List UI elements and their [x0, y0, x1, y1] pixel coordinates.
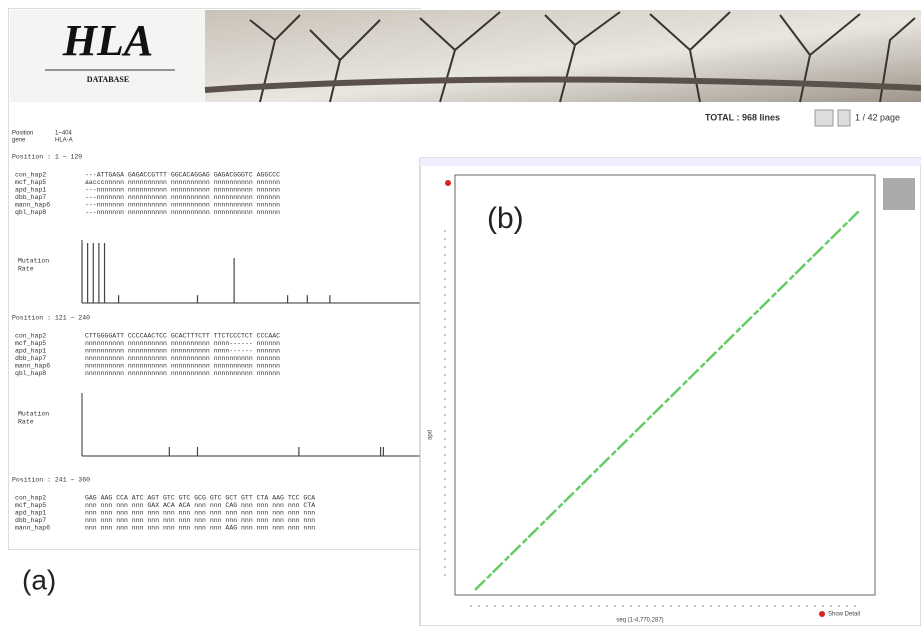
row-sequence: nnnnnnnnnn nnnnnnnnnn nnnnnnnnnn nnnnnnn…: [85, 355, 280, 362]
row-name: qbl_hap8: [15, 370, 46, 377]
row-name: mcf_hap5: [15, 340, 46, 347]
row-sequence: nnn nnn nnn nnn nnn nnn nnn nnn nnn nnn …: [85, 517, 315, 524]
row-name: con_hap2: [15, 333, 46, 340]
mutation-label: Mutation: [18, 411, 49, 418]
row-sequence: nnn nnn nnn nnn GAX ACA ACA nnn nnn CAG …: [85, 502, 315, 509]
row-sequence: nnn nnn nnn nnn nnn nnn nnn nnn nnn nnn …: [85, 510, 315, 517]
detail-dot[interactable]: [819, 611, 825, 617]
row-name: apd_hap1: [15, 510, 46, 517]
row-sequence: ---nnnnnnn nnnnnnnnnn nnnnnnnnnn nnnnnnn…: [85, 209, 280, 216]
row-sequence: CTTGGGGATT CCCCAACTCC GCACTTTCTT TTCTCCC…: [85, 333, 280, 340]
scroll-thumb[interactable]: [883, 178, 915, 210]
row-sequence: aacccnnnnn nnnnnnnnnn nnnnnnnnnn nnnnnnn…: [85, 179, 280, 186]
row-name: mann_hap6: [15, 202, 50, 209]
section-title: Position : 121 ~ 240: [12, 315, 90, 322]
panel-label: (a): [22, 564, 56, 595]
row-sequence: ---nnnnnnn nnnnnnnnnn nnnnnnnnnn nnnnnnn…: [85, 202, 280, 209]
row-name: apd_hap1: [15, 187, 46, 194]
x-axis-label: seq (1-4,770,287): [616, 618, 663, 624]
info-value: 1~404: [55, 131, 73, 137]
mutation-label: Rate: [18, 266, 34, 273]
row-name: dbb_hap7: [15, 517, 46, 524]
prev-button[interactable]: [814, 109, 834, 127]
info-label: gene: [12, 138, 26, 144]
row-name: qbl_hap8: [15, 209, 46, 216]
row-name: mcf_hap5: [15, 502, 46, 509]
plot-area: [454, 174, 876, 596]
panel-b: Show Detail seq (1-4,770,287) apd (b): [419, 157, 921, 627]
info-label: Position: [12, 131, 33, 137]
row-name: mann_hap6: [15, 525, 50, 532]
mutation-label: Mutation: [18, 258, 49, 265]
logo-subtitle: DATABASE: [87, 75, 129, 84]
section-title: Position : 241 ~ 360: [12, 477, 90, 484]
alignment-diagonal: [474, 209, 861, 591]
row-sequence: ---ATTGAGA GAGACCGTTT GGCACAGGAG GAGACGG…: [85, 172, 280, 179]
detail-link[interactable]: Show Detail: [828, 612, 860, 618]
row-sequence: nnnnnnnnnn nnnnnnnnnn nnnnnnnnnn nnnnnnn…: [85, 363, 280, 370]
y-axis-label: apd: [428, 430, 434, 440]
total-lines: TOTAL : 968 lines: [705, 112, 780, 122]
row-sequence: nnnnnnnnnn nnnnnnnnnn nnnnnnnnnn nnnnnnn…: [85, 370, 280, 377]
info-value: HLA-A: [55, 138, 73, 144]
row-sequence: nnn nnn nnn nnn nnn nnn nnn nnn nnn AAG …: [85, 525, 315, 532]
row-name: con_hap2: [15, 172, 46, 179]
banner-trees: [204, 11, 921, 103]
logo-box: [10, 10, 205, 102]
page-indicator: 1 / 42 page: [855, 112, 900, 122]
row-sequence: nnnnnnnnnn nnnnnnnnnn nnnnnnnnnn nnnn---…: [85, 348, 280, 355]
detail-dot[interactable]: [445, 180, 451, 186]
window-titlebar: [420, 158, 921, 166]
row-name: mann_hap6: [15, 363, 50, 370]
row-sequence: ---nnnnnnn nnnnnnnnnn nnnnnnnnnn nnnnnnn…: [85, 194, 280, 201]
logo-title: HLA: [62, 16, 153, 65]
row-name: con_hap2: [15, 495, 46, 502]
row-name: apd_hap1: [15, 348, 46, 355]
mutation-label: Rate: [18, 419, 34, 426]
row-sequence: ---nnnnnnn nnnnnnnnnn nnnnnnnnnn nnnnnnn…: [85, 187, 280, 194]
next-button[interactable]: [837, 109, 851, 127]
row-sequence: nnnnnnnnnn nnnnnnnnnn nnnnnnnnnn nnnn---…: [85, 340, 280, 347]
row-name: dbb_hap7: [15, 355, 46, 362]
row-name: mcf_hap5: [15, 179, 46, 186]
row-sequence: GAG AAG CCA ATC AGT GTC GTC GCG GTC GCT …: [85, 495, 315, 502]
row-name: dbb_hap7: [15, 194, 46, 201]
panel-label: (b): [487, 202, 524, 235]
section-title: Position : 1 ~ 120: [12, 154, 82, 161]
